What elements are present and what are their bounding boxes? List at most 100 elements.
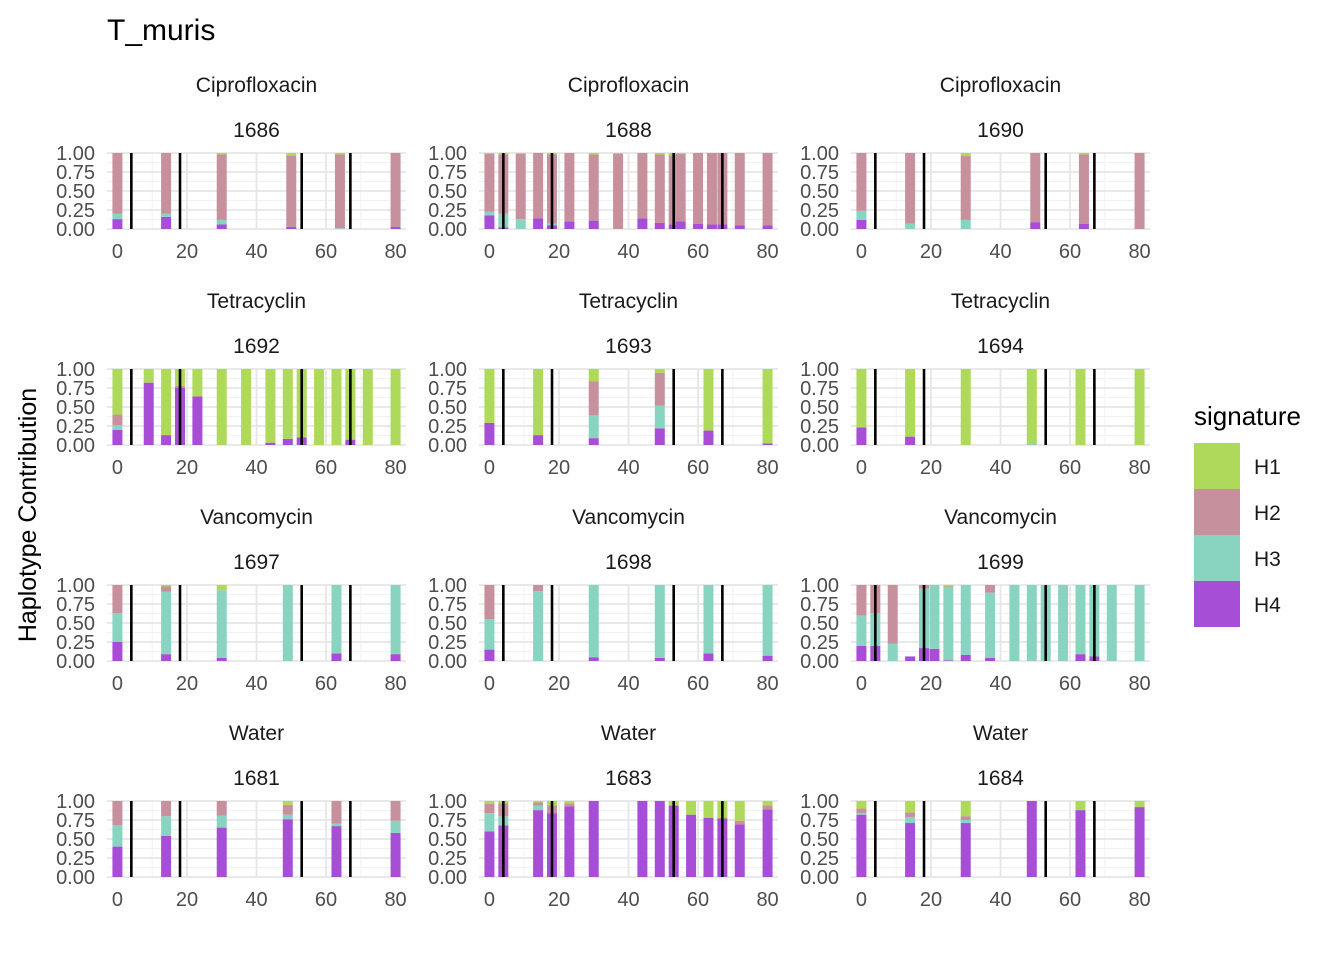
bar-segment-h3 <box>1009 585 1020 661</box>
x-tick-label: 20 <box>176 241 198 263</box>
bar-segment-h1 <box>484 153 495 154</box>
bar-segment-h3 <box>654 585 665 658</box>
x-tick-label: 20 <box>176 889 198 911</box>
bar-segment-h1 <box>960 369 971 445</box>
bar-segment-h3 <box>1058 585 1069 661</box>
x-tick-label: 20 <box>176 673 198 695</box>
bar-segment-h1 <box>390 369 401 445</box>
bar-segment-h3 <box>943 587 954 661</box>
bar-segment-h2 <box>588 381 599 416</box>
bar-segment-h4 <box>112 846 123 877</box>
bar-segment-h1 <box>613 153 624 154</box>
bar-segment-h2 <box>216 154 227 220</box>
x-tick-label: 80 <box>756 889 778 911</box>
bar-segment-h3 <box>282 585 293 661</box>
x-tick-label: 20 <box>920 241 942 263</box>
legend-label-h3: H3 <box>1254 548 1281 571</box>
x-tick-label: 80 <box>756 241 778 263</box>
bar-segment-h4 <box>112 642 123 661</box>
bar-segment-h3 <box>331 823 342 827</box>
bar-segment-h2 <box>533 802 544 806</box>
bar-segment-h4 <box>484 831 495 877</box>
y-tick-label: 0.50 <box>800 181 839 203</box>
strip-label-mouse: 1690 <box>977 119 1024 142</box>
bar-segment-h3 <box>533 591 544 661</box>
x-tick-label: 60 <box>1059 457 1081 479</box>
y-tick-label: 0.00 <box>428 219 467 241</box>
x-tick-label: 80 <box>1128 241 1150 263</box>
y-tick-label: 0.75 <box>800 594 839 616</box>
y-tick-label: 0.75 <box>800 378 839 400</box>
bar-segment-h3 <box>588 585 599 658</box>
y-tick-label: 0.00 <box>56 867 95 889</box>
x-tick-label: 60 <box>1059 889 1081 911</box>
y-tick-label: 0.00 <box>800 435 839 457</box>
bar-segment-h2 <box>390 153 401 227</box>
bar-segment-h4 <box>654 657 665 661</box>
bar-segment-h1 <box>905 801 916 813</box>
y-tick-label: 0.25 <box>428 632 467 654</box>
bar-segment-h4 <box>654 801 665 877</box>
bar-segment-h2 <box>334 154 345 229</box>
bar-segment-h4 <box>161 835 172 877</box>
bar-segment-h4 <box>943 660 954 661</box>
strip-label-treatment: Ciprofloxacin <box>568 74 689 97</box>
bar-segment-h1 <box>675 153 686 154</box>
bar-segment-h4 <box>533 218 544 229</box>
x-tick-label: 20 <box>548 673 570 695</box>
bar-segment-h2 <box>484 804 495 814</box>
bar-segment-h4 <box>637 801 648 877</box>
bar-segment-h4 <box>286 226 297 229</box>
bar-segment-h3 <box>1134 585 1145 661</box>
strip-label-treatment: Water <box>229 722 284 745</box>
y-tick-label: 1.00 <box>56 359 95 381</box>
y-tick-label: 1.00 <box>428 791 467 813</box>
bar-segment-h3 <box>112 825 123 847</box>
legend-label-h4: H4 <box>1254 594 1281 617</box>
bar-segment-h2 <box>216 801 227 816</box>
bar-segment-h1 <box>334 153 345 155</box>
bar-segment-h3 <box>161 213 172 217</box>
strip-label-treatment: Ciprofloxacin <box>196 74 317 97</box>
x-tick-label: 0 <box>484 889 495 911</box>
x-tick-label: 80 <box>1128 457 1150 479</box>
bar-segment-h4 <box>703 653 714 661</box>
x-tick-label: 80 <box>1128 673 1150 695</box>
x-tick-label: 0 <box>112 889 123 911</box>
legend: signature H1 H2 H3 H4 <box>1194 401 1301 627</box>
bar-segment-h4 <box>216 657 227 661</box>
bar-segment-h1 <box>282 369 293 439</box>
y-tick-label: 0.25 <box>56 848 95 870</box>
x-tick-label: 80 <box>384 457 406 479</box>
bar-segment-h1 <box>734 801 745 821</box>
bar-segment-h1 <box>112 369 123 415</box>
bar-segment-h1 <box>282 801 293 805</box>
y-tick-label: 0.50 <box>428 613 467 635</box>
bar-segment-h2 <box>112 801 123 826</box>
facet-panel-1699: Vancomycin 1699 0.000.250.500.751.00 0 20 40 6… <box>800 506 1151 695</box>
bar-segment-h4 <box>1075 810 1086 877</box>
bar-segment-h4 <box>588 657 599 661</box>
bar-segment-h2 <box>762 805 773 810</box>
y-tick-label: 0.00 <box>56 651 95 673</box>
bar-segment-h4 <box>762 225 773 229</box>
bar-segment-h4 <box>706 224 717 229</box>
bar-segment-h1 <box>161 585 172 587</box>
y-tick-label: 1.00 <box>56 791 95 813</box>
bar-segment-h2 <box>161 153 172 214</box>
bar-segment-h1 <box>1134 801 1145 808</box>
legend-title: signature <box>1194 401 1301 431</box>
strip-label-treatment: Vancomycin <box>200 506 313 529</box>
bar-segment-h2 <box>533 585 544 592</box>
bar-segment-h1 <box>654 369 665 373</box>
x-tick-label: 20 <box>920 457 942 479</box>
y-tick-label: 0.75 <box>56 594 95 616</box>
x-tick-label: 20 <box>920 889 942 911</box>
bar-segment-h2 <box>161 801 172 817</box>
strip-label-treatment: Water <box>973 722 1028 745</box>
bar-segment-h4 <box>654 222 665 229</box>
bar-segment-h2 <box>654 372 665 406</box>
bar-segment-h1 <box>762 369 773 444</box>
y-tick-label: 0.75 <box>428 810 467 832</box>
strip-label-treatment: Tetracyclin <box>579 290 678 313</box>
